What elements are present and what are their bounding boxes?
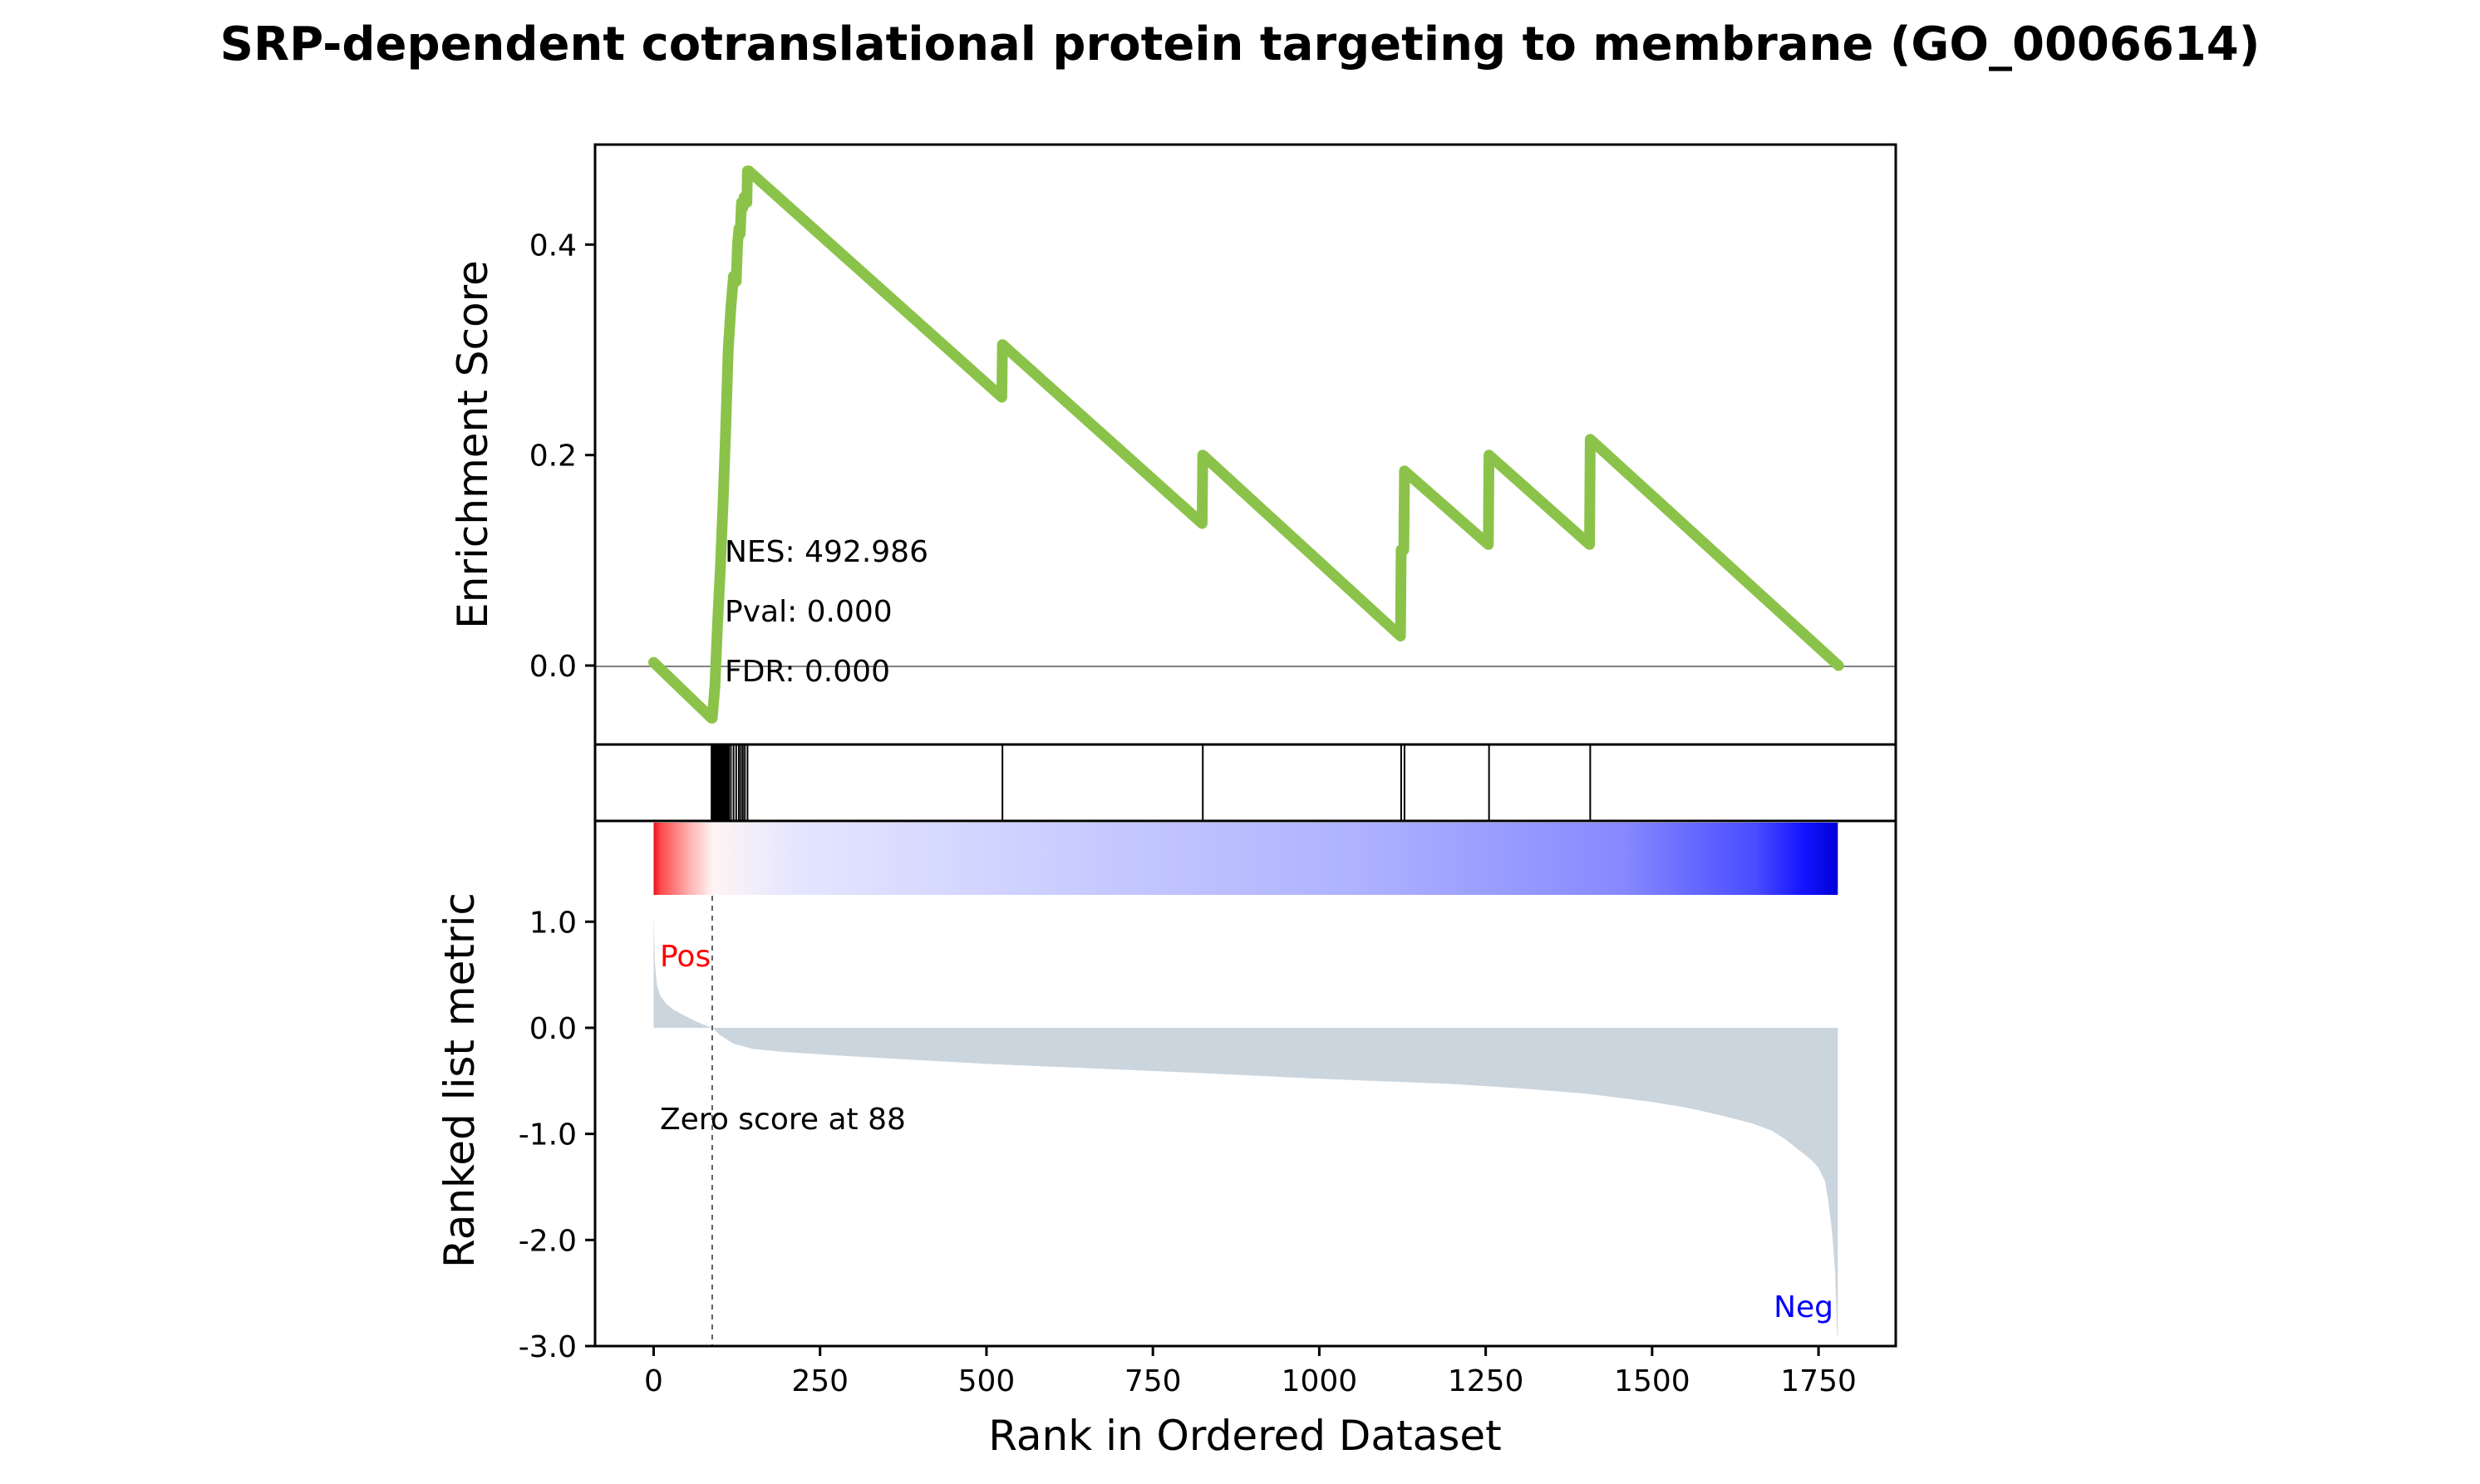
- x-tick-label: 750: [1124, 1364, 1182, 1398]
- hits-panel: [593, 743, 1897, 823]
- hit-lines: [711, 744, 1592, 821]
- x-tick-label: 1750: [1780, 1364, 1857, 1398]
- zero-score-label: Zero score at 88: [660, 1103, 906, 1137]
- ranked-metric-panel: 1.0 0.0 -1.0 -2.0 -3.0 Pos Neg Zero score at…: [435, 819, 1897, 1364]
- enrichment-panel: 0.0 0.2 0.4 NES: 492.986 Pval: 0.000 FDR: …: [449, 143, 1897, 746]
- rank-color-bar: [653, 823, 1838, 895]
- x-tick-label: 250: [791, 1364, 849, 1398]
- x-axis: 0 250 500 750 1000 1250 1500 1750: [644, 1346, 1857, 1398]
- x-axis-label: Rank in Ordered Dataset: [988, 1412, 1501, 1460]
- nes-annotation: NES: 492.986: [725, 535, 928, 569]
- x-tick-label: 1500: [1614, 1364, 1690, 1398]
- ranked-metric-y-label: Ranked list metric: [435, 892, 484, 1268]
- fdr-annotation: FDR: 0.000: [725, 655, 890, 689]
- x-tick-label: 500: [958, 1364, 1016, 1398]
- pval-annotation: Pval: 0.000: [725, 595, 893, 629]
- ranked-metric-y-tick-label: -2.0: [519, 1224, 577, 1258]
- neg-label: Neg: [1774, 1290, 1833, 1324]
- chart-title: SRP-dependent cotranslational protein ta…: [220, 17, 2261, 71]
- ranked-metric-y-tick-label: 1.0: [529, 906, 577, 940]
- ranked-metric-frame: [593, 819, 1897, 1348]
- ranked-metric-y-ticks: 1.0 0.0 -1.0 -2.0 -3.0: [519, 906, 595, 1364]
- x-tick-label: 1000: [1282, 1364, 1358, 1398]
- pos-label: Pos: [660, 940, 711, 974]
- enrichment-y-tick-label: 0.2: [529, 440, 577, 474]
- enrichment-y-label: Enrichment Score: [449, 260, 497, 629]
- x-tick-label: 1250: [1448, 1364, 1524, 1398]
- ranked-metric-y-tick-label: -1.0: [519, 1118, 577, 1152]
- hits-frame: [593, 743, 1897, 823]
- enrichment-y-tick-label: 0.0: [529, 650, 577, 684]
- x-tick-label: 0: [644, 1364, 663, 1398]
- ranked-metric-y-tick-label: 0.0: [529, 1012, 577, 1046]
- enrichment-y-tick-label: 0.4: [529, 228, 577, 263]
- ranked-metric-y-tick-label: -3.0: [519, 1330, 577, 1364]
- enrichment-y-ticks: 0.0 0.2 0.4: [529, 228, 595, 684]
- enrichment-score-line: [648, 165, 1844, 724]
